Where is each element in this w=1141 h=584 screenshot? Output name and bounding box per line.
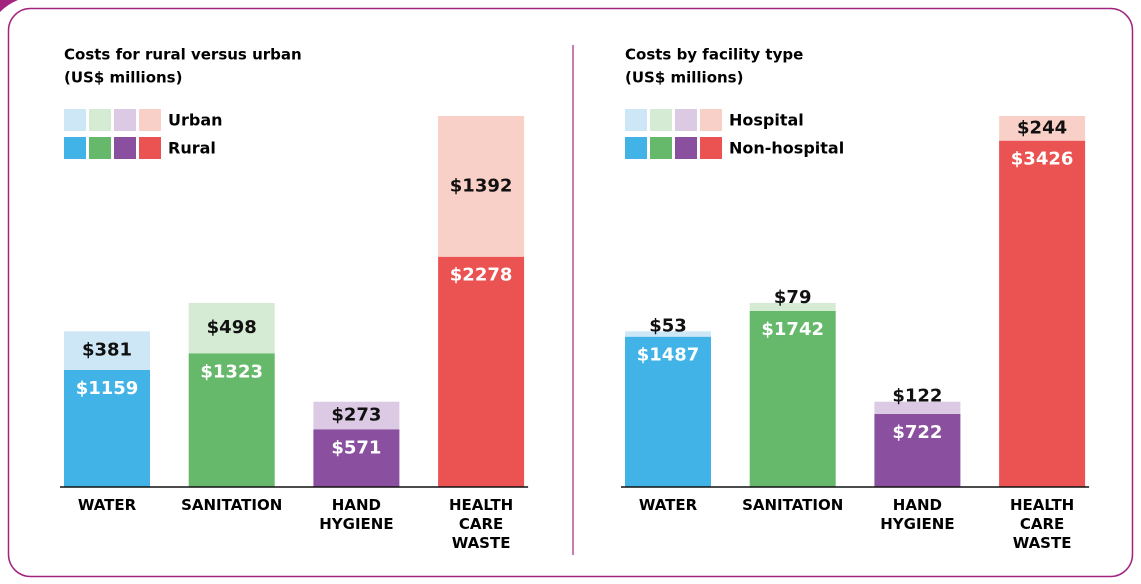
bar-segment <box>625 331 711 337</box>
legend-swatch <box>64 137 86 159</box>
value-label: $1487 <box>637 345 700 366</box>
value-label: $571 <box>331 437 381 458</box>
legend-label: Rural <box>168 139 216 158</box>
value-label: $273 <box>331 404 381 425</box>
legend-swatch <box>650 109 672 131</box>
chart-title: Costs for rural versus urban <box>64 46 302 64</box>
bar-segment <box>313 401 400 430</box>
bar-segment <box>749 310 836 487</box>
card-border <box>7 7 1134 578</box>
legend-swatch <box>675 137 697 159</box>
legend-swatch <box>675 109 697 131</box>
legend-label: Urban <box>168 111 223 130</box>
value-label: $122 <box>892 386 942 407</box>
bar-segment <box>874 414 961 487</box>
legend-swatch <box>89 109 111 131</box>
bar-segment <box>438 116 525 257</box>
legend-swatch <box>114 109 136 131</box>
value-label: $2278 <box>450 265 513 286</box>
bar-segment <box>188 302 275 354</box>
category-label: WATER <box>638 496 698 514</box>
category-label: WATER <box>77 496 137 514</box>
value-label: $1392 <box>450 175 513 196</box>
category-label: HEALTH CARE WASTE <box>448 496 514 552</box>
legend-swatch <box>700 109 722 131</box>
bar-segment <box>625 336 711 487</box>
chart-title: Costs by facility type <box>625 46 803 64</box>
value-label: $244 <box>1017 117 1067 138</box>
value-label: $1742 <box>761 319 824 340</box>
legend-swatch <box>625 137 647 159</box>
category-label: HAND HYGIENE <box>880 496 955 533</box>
legend-swatch <box>64 109 86 131</box>
value-label: $79 <box>774 287 812 308</box>
legend-swatch <box>139 137 161 159</box>
bar-segment <box>64 331 150 370</box>
category-label: HAND HYGIENE <box>319 496 394 533</box>
corner-accent <box>0 0 18 12</box>
bar-segment <box>749 302 836 311</box>
legend-swatch <box>114 137 136 159</box>
category-label: SANITATION <box>742 496 844 514</box>
value-label: $722 <box>892 422 942 443</box>
legend-label: Hospital <box>729 111 804 130</box>
bar-segment <box>999 116 1086 141</box>
bar-segment <box>999 140 1086 487</box>
category-label: HEALTH CARE WASTE <box>1009 496 1075 552</box>
bar-segment <box>438 256 525 487</box>
legend-label: Non-hospital <box>729 139 844 158</box>
value-label: $498 <box>207 317 257 338</box>
value-label: $53 <box>649 315 687 336</box>
bar-segment <box>874 401 961 415</box>
legend-swatch <box>139 109 161 131</box>
legend-swatch <box>89 137 111 159</box>
category-label: SANITATION <box>181 496 283 514</box>
bar-segment <box>64 369 150 487</box>
legend-swatch <box>700 137 722 159</box>
chart-subtitle: (US$ millions) <box>625 69 743 87</box>
value-label: $1323 <box>200 361 263 382</box>
legend-swatch <box>650 137 672 159</box>
chart-subtitle: (US$ millions) <box>64 69 182 87</box>
legend-swatch <box>625 109 647 131</box>
bar-segment <box>313 429 400 487</box>
bar-segment <box>188 353 275 487</box>
value-label: $3426 <box>1011 149 1074 170</box>
value-label: $381 <box>82 340 132 361</box>
value-label: $1159 <box>76 378 139 399</box>
